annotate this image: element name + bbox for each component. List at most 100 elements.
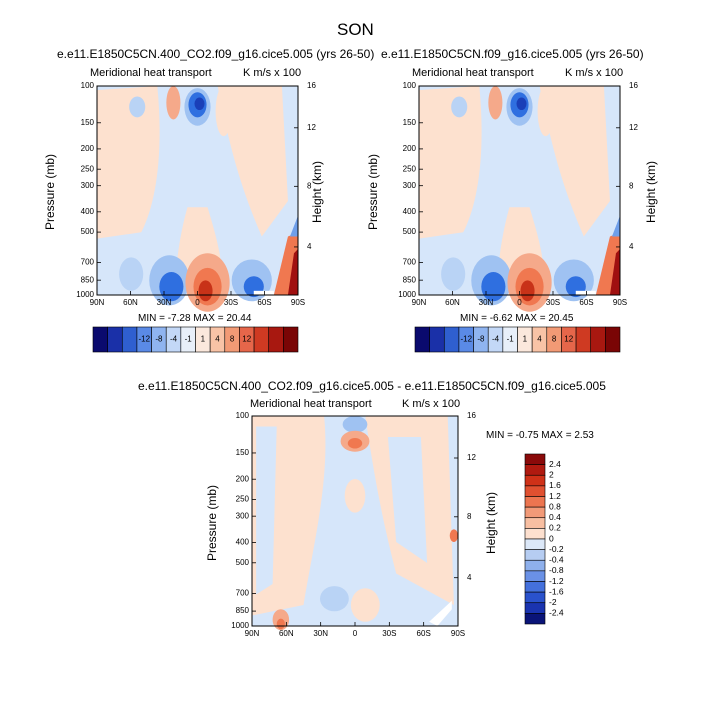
colorbar-label: 12 (564, 335, 573, 344)
colorbar-label: -1 (507, 335, 515, 344)
colorbar-label: -4 (170, 335, 178, 344)
y-tick-label: 850 (403, 275, 417, 284)
x-tick-label: 90S (451, 629, 465, 638)
y-tick-label: 500 (403, 227, 417, 236)
colorbar-label: -1.2 (549, 576, 564, 586)
missing-data-patch (575, 290, 596, 295)
height-tick-label: 12 (629, 123, 638, 132)
colorbar-swatch (443, 326, 460, 353)
colorbar-label: -0.4 (549, 555, 564, 565)
colorbar-label: 0.8 (549, 501, 561, 511)
panel-1-field (97, 86, 298, 312)
cold-cell-upper-core (194, 97, 205, 111)
colorbar-swatch (524, 559, 546, 572)
cold-cell-lower-inner (481, 272, 506, 302)
colorbar-swatch (524, 591, 546, 604)
height-tick-label: 4 (629, 242, 634, 251)
cold-cell-south-polar (611, 215, 620, 237)
y-tick-label: 850 (81, 275, 95, 284)
colorbar-swatch (524, 538, 546, 550)
height-tick-label: 12 (307, 123, 316, 132)
diff-warm-lower (350, 588, 380, 622)
panel-1-minmax: MIN = -7.28 MAX = 20.44 (138, 313, 252, 324)
cold-cell-upper-far (129, 96, 146, 118)
cold-cell-lower-north (119, 257, 144, 291)
colorbar-label: -2 (549, 597, 557, 607)
colorbar-swatch (92, 326, 108, 353)
y-tick-label: 150 (403, 118, 417, 127)
colorbar-label: 1 (201, 335, 206, 344)
warm-region-north (419, 86, 482, 239)
y-tick-label: 150 (81, 118, 95, 127)
colorbar-swatch (524, 464, 546, 476)
panel-3-field (252, 416, 458, 631)
diff-cold-lower (319, 586, 349, 612)
colorbar-label: -1 (185, 335, 193, 344)
diff-warm-east-spot (449, 529, 458, 542)
diff-cold-upper (342, 416, 368, 433)
x-tick-label: 60S (257, 298, 271, 307)
colorbar-swatch (524, 581, 546, 593)
x-tick-label: 30S (224, 298, 238, 307)
y-tick-label: 1000 (76, 290, 94, 299)
y-tick-label: 250 (403, 164, 417, 173)
y-tick-label: 100 (403, 81, 417, 90)
y-tick-label: 700 (81, 258, 95, 267)
colorbar-label: 4 (215, 335, 220, 344)
y-tick-label: 500 (236, 558, 250, 567)
diff-cold-north-band (256, 426, 277, 595)
colorbar-swatch (524, 474, 546, 487)
panel-2-subtitle-left: Meridional heat transport (412, 67, 534, 79)
colorbar-swatch (414, 326, 430, 353)
y-tick-label: 300 (81, 181, 95, 190)
y-tick-label: 1000 (231, 621, 249, 630)
panel-3-minmax: MIN = -0.75 MAX = 2.53 (486, 430, 594, 441)
y-tick-label: 400 (236, 538, 250, 547)
y-tick-label: 400 (403, 207, 417, 216)
panel-2-title: e.e11.E1850C5CN.f09_g16.cice5.005 (yrs 2… (381, 47, 644, 61)
colorbar-label: -8 (155, 335, 163, 344)
colorbar-label: 2.4 (549, 459, 561, 469)
x-tick-label: 90N (412, 298, 427, 307)
height-tick-label: 4 (467, 573, 472, 582)
colorbar-swatch (524, 613, 546, 625)
colorbar-label: -1.6 (549, 586, 564, 596)
colorbar-swatch (605, 326, 621, 353)
x-tick-label: 90N (245, 629, 260, 638)
cold-cell-south-polar (289, 215, 298, 237)
panel-1-subtitle-left: Meridional heat transport (90, 67, 212, 79)
colorbar-label: -0.2 (549, 544, 564, 554)
colorbar-label: 12 (242, 335, 251, 344)
x-tick-label: 30N (313, 629, 328, 638)
colorbar-swatch (283, 326, 299, 353)
cold-cell-lower-inner (159, 272, 184, 302)
panel-2-field (419, 86, 620, 312)
warm-region-south (539, 86, 610, 237)
colorbar-swatch (524, 453, 546, 465)
colorbar-swatch (107, 326, 123, 353)
height-tick-label: 8 (467, 512, 472, 521)
y-tick-label: 850 (236, 606, 250, 615)
x-tick-label: 30N (479, 298, 494, 307)
height-tick-label: 12 (467, 453, 476, 462)
x-tick-label: 0 (353, 629, 358, 638)
y-tick-label: 250 (81, 164, 95, 173)
colorbar-label: -0.8 (549, 565, 564, 575)
y-tick-label: 400 (81, 207, 95, 216)
colorbar-label: 0.2 (549, 523, 561, 533)
colorbar-swatch (121, 326, 138, 353)
diff-cold-south-band (387, 437, 428, 563)
y-tick-label: 200 (236, 474, 250, 483)
x-tick-label: 0 (195, 298, 200, 307)
x-tick-label: 30S (382, 629, 396, 638)
warm-cell-lower-core (520, 280, 535, 302)
colorbar-swatch (524, 485, 546, 497)
diff-warm-polar-north-core (276, 618, 285, 630)
cold-cell-lower-north (441, 257, 466, 291)
missing-data-patch (253, 290, 274, 295)
colorbar-swatch (524, 570, 546, 582)
warm-cell-lower-core (198, 280, 213, 302)
colorbar-label: 8 (230, 335, 235, 344)
x-tick-label: 60S (417, 629, 431, 638)
